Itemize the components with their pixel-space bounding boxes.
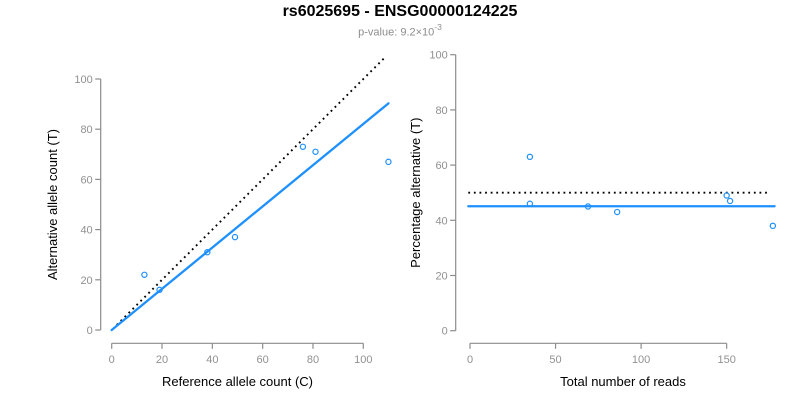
data-point: [204, 248, 211, 256]
y-tick-label: 80: [435, 105, 447, 117]
y-tick-label: 40: [435, 215, 447, 227]
y-tick-label: 100: [429, 50, 447, 62]
data-point: [231, 233, 239, 241]
y-tick-label: 60: [80, 174, 92, 186]
x-tick-label: 100: [354, 354, 372, 366]
y-tick-label: 20: [435, 271, 447, 283]
y-tick-label: 60: [435, 160, 447, 172]
data-point: [299, 143, 307, 150]
x-tick-label: 100: [632, 354, 650, 366]
y-tick-label: 80: [80, 124, 92, 136]
data-point: [385, 158, 392, 166]
data-point: [723, 192, 730, 199]
figure-subtitle: p-value: 9.2×10-3: [0, 22, 800, 39]
x-tick-label: 40: [206, 354, 218, 366]
data-point: [526, 200, 534, 207]
y-tick-label: 40: [80, 225, 92, 237]
x-tick-label: 150: [717, 354, 735, 366]
x-tick-label: 80: [307, 354, 319, 366]
y-tick-label: 0: [87, 325, 93, 337]
left-scatter-panel: Reference allele count (C) Alternative a…: [45, 55, 392, 389]
figure-title: rs6025695 - ENSG00000124225: [282, 3, 518, 20]
data-point: [726, 197, 734, 205]
x-axis-title-right: Total number of reads: [560, 374, 686, 389]
fit-line: [110, 102, 390, 332]
data-point: [141, 271, 148, 278]
data-point: [156, 286, 163, 294]
y-axis-title-right: Percentage alternative (T): [408, 118, 423, 268]
identity-line: [116, 55, 387, 326]
x-tick-label: 0: [467, 354, 473, 366]
x-tick-label: 60: [257, 354, 269, 366]
x-tick-label: 50: [549, 354, 561, 366]
y-axis-title-left: Alternative allele count (T): [45, 129, 60, 280]
y-tick-label: 0: [442, 326, 448, 338]
pvalue-exponent: -3: [434, 22, 442, 32]
data-point: [613, 208, 621, 216]
y-tick-label: 20: [80, 275, 92, 287]
x-axis-title-left: Reference allele count (C): [162, 374, 313, 389]
data-point: [584, 203, 592, 210]
y-tick-label: 100: [74, 74, 92, 86]
data-point: [312, 148, 319, 155]
x-tick-label: 20: [156, 354, 168, 366]
data-point: [769, 222, 777, 230]
data-point: [526, 153, 534, 161]
x-tick-label: 0: [109, 354, 115, 366]
pvalue-text: p-value: 9.2×10: [358, 26, 435, 39]
right-scatter-panel: Total number of reads Percentage alterna…: [408, 50, 777, 389]
